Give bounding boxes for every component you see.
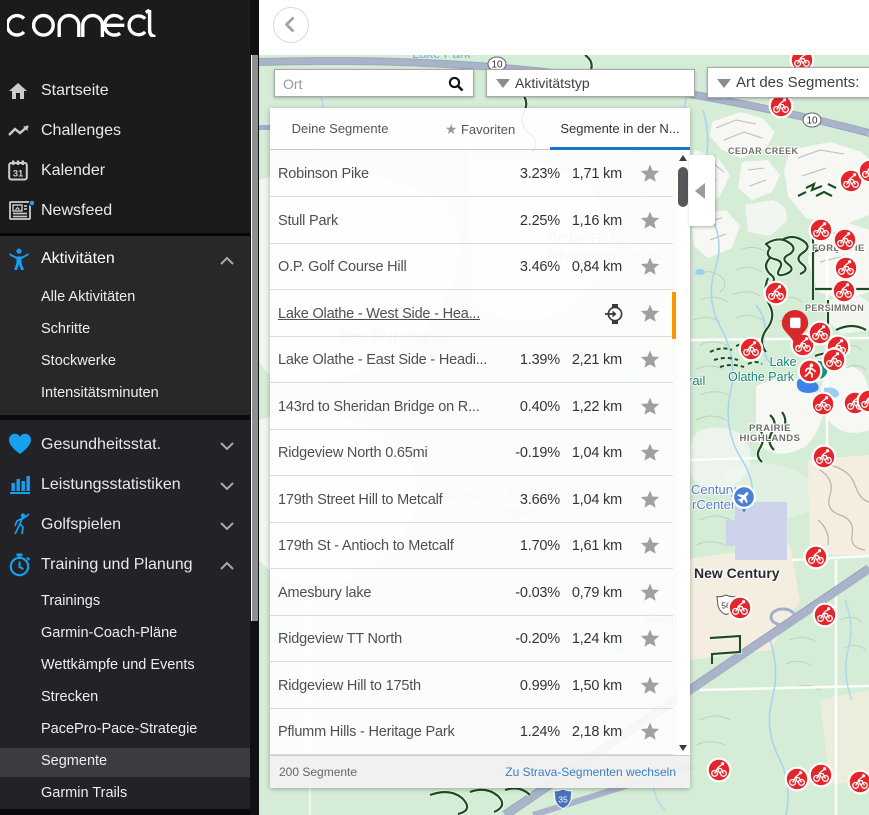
svg-text:New Century: New Century: [694, 565, 780, 581]
svg-text:rCenter: rCenter: [692, 497, 736, 512]
svg-text:Lake Park: Lake Park: [412, 55, 471, 61]
svg-text:31: 31: [13, 169, 24, 180]
svg-text:CEDAR CREEK: CEDAR CREEK: [728, 146, 799, 156]
svg-text:56: 56: [721, 601, 731, 611]
svg-text:Olathe Park: Olathe Park: [728, 370, 795, 384]
svg-text:10: 10: [806, 116, 818, 127]
svg-text:PRAIRIE: PRAIRIE: [749, 423, 791, 434]
svg-text:FORE: FORE: [812, 243, 840, 254]
svg-text:PERSIMMON: PERSIMMON: [805, 303, 864, 313]
svg-text:rail: rail: [688, 373, 705, 388]
svg-text:HIGHLANDS: HIGHLANDS: [740, 433, 801, 444]
svg-text:35: 35: [558, 795, 568, 805]
svg-text:Lake: Lake: [769, 355, 796, 369]
svg-text:Century: Century: [691, 482, 737, 497]
svg-text:10: 10: [491, 60, 503, 71]
